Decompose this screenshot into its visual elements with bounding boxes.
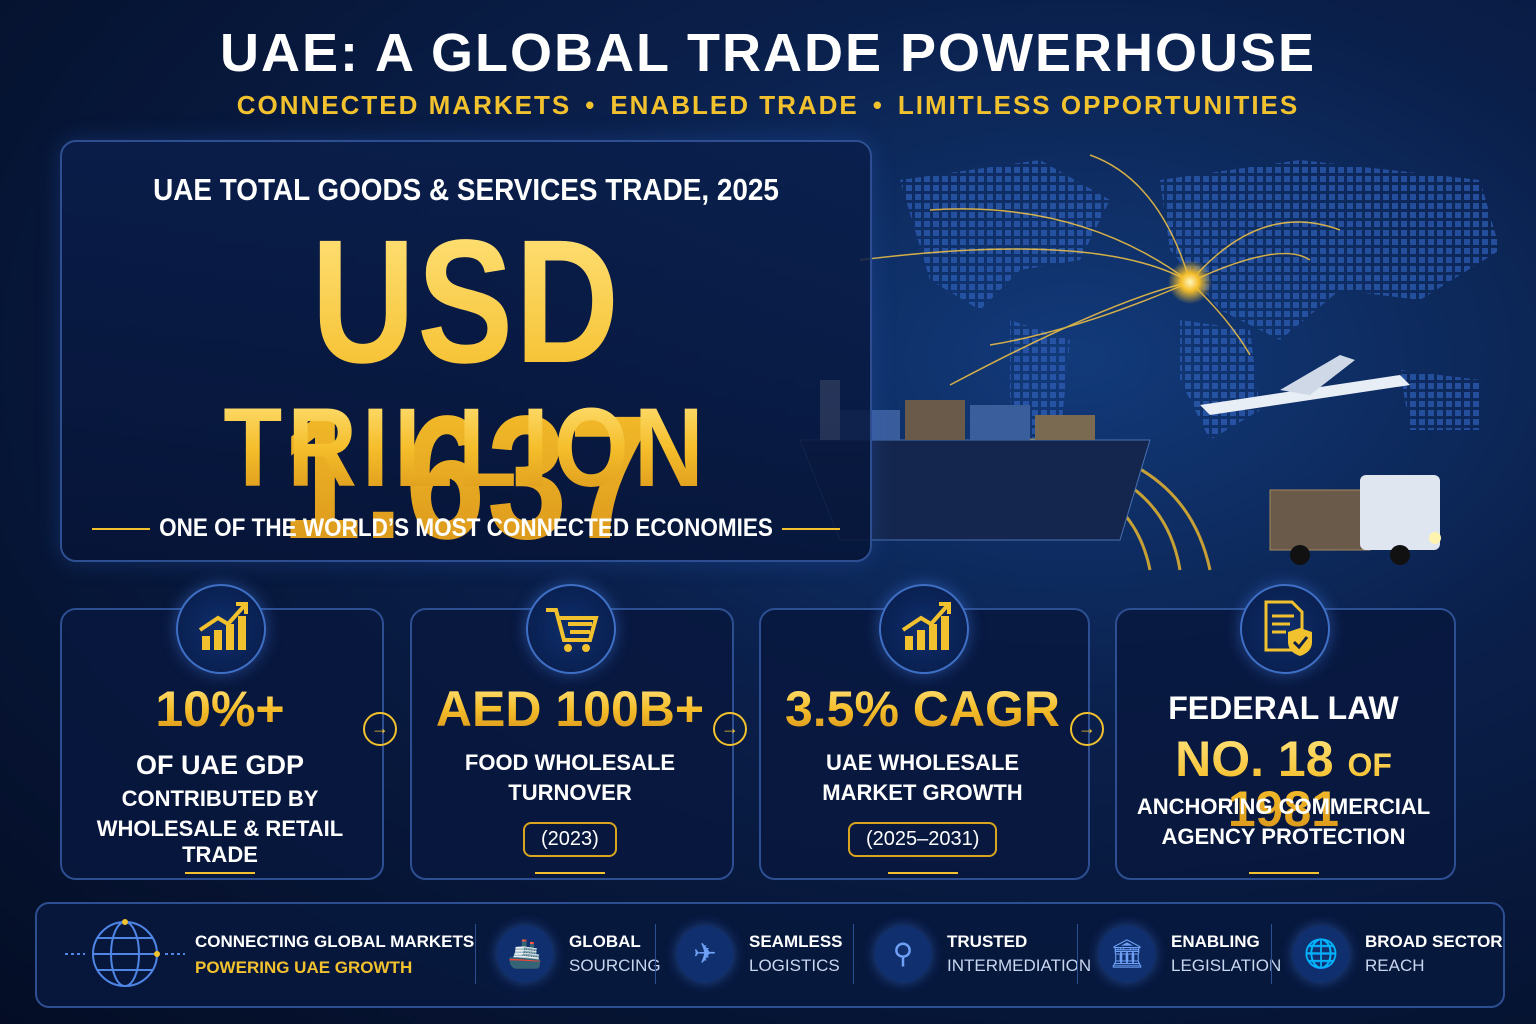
divider (1271, 924, 1272, 984)
stat-heading: FEDERAL LAW (1168, 690, 1399, 726)
stat-line: OF UAE GDP (135, 750, 304, 780)
pillar-subtitle: SOURCING (569, 956, 661, 975)
pillar-title: SEAMLESS (749, 932, 843, 951)
arrow: → (363, 712, 397, 746)
rule (782, 528, 840, 530)
title: UAE: A GLOBAL TRADE POWERHOUSE (219, 23, 1317, 83)
rule (92, 528, 150, 530)
pillar-title: GLOBAL (569, 932, 641, 951)
globe-icon (65, 919, 185, 987)
hero-label: UAE TOTAL GOODS & SERVICES TRADE, 2025 (153, 172, 779, 207)
stat-line: UAE WHOLESALE (825, 750, 1020, 775)
rule (185, 872, 255, 874)
pillar-subtitle: INTERMEDIATION (947, 956, 1092, 975)
pillar-icon: 🌐 (1293, 926, 1349, 982)
stat-value: 3.5% CAGR (759, 684, 1086, 734)
stat-icon (1239, 584, 1330, 674)
stat-line: AGENCY PROTECTION (1161, 824, 1406, 849)
divider (853, 924, 854, 984)
pillar-icon: ⚲ (875, 926, 931, 982)
divider (655, 924, 656, 984)
stat-line: WHOLESALE & RETAIL TRADE (96, 816, 344, 867)
tagline: CONNECTED MARKETS • ENABLED TRADE • LIMITLES… (236, 90, 1300, 120)
tagline-item: LIMITLESS OPPORTUNITIES (897, 90, 1300, 120)
tagline-item: CONNECTED MARKETS (236, 90, 572, 120)
pillar-icon: ✈ (677, 926, 733, 982)
stat-icon (176, 584, 266, 674)
stat-line: MARKET GROWTH (822, 780, 1023, 805)
pillar-title: ENABLING (1171, 932, 1260, 951)
stat-note: (2025–2031) (848, 822, 998, 857)
stat-line: TURNOVER (508, 780, 632, 805)
stat-line: CONTRIBUTED BY (121, 786, 319, 811)
rule (887, 872, 958, 874)
hero-panel: UAE TOTAL GOODS & SERVICES TRADE, 2025 U… (60, 140, 872, 566)
rule (1248, 872, 1319, 874)
stat-icon (878, 584, 969, 674)
trade-illustration (799, 154, 1500, 571)
value-part: OF (1347, 747, 1392, 783)
pillar-icon: 🏛 (1099, 926, 1155, 982)
footer: CONNECTING GLOBAL MARKETS POWERING UAE G… (35, 902, 1505, 1008)
stat-note: (2023) (523, 822, 617, 857)
hero-unit: TRILLION (119, 392, 814, 504)
pillar-title: TRUSTED (947, 932, 1028, 951)
pillar-icon: 🚢 (497, 926, 553, 982)
stat-line: FOOD WHOLESALE (464, 750, 676, 775)
pillar-subtitle: REACH (1365, 956, 1425, 975)
footer-intro: CONNECTING GLOBAL MARKETS (195, 932, 475, 951)
hero-caption: ONE OF THE WORLD’S MOST CONNECTED ECONOM… (159, 514, 773, 542)
tagline-item: ENABLED TRADE (610, 90, 859, 120)
stat-value: 10%+ (60, 684, 380, 734)
divider (1077, 924, 1078, 984)
stat-icon (526, 584, 616, 674)
divider (475, 924, 476, 984)
pillar-subtitle: LOGISTICS (749, 956, 840, 975)
pillar-subtitle: LEGISLATION (1171, 956, 1282, 975)
stat-line: ANCHORING COMMERCIAL (1136, 794, 1431, 819)
footer-intro: POWERING UAE GROWTH (195, 958, 413, 977)
hero-amount: USD 1.637 (135, 214, 798, 566)
pillar-title: BROAD SECTOR (1365, 932, 1503, 951)
value-part: NO. 18 (1175, 731, 1334, 787)
rule (535, 872, 605, 874)
arrow: → (713, 712, 747, 746)
stat-value: AED 100B+ (410, 684, 730, 734)
arrow: → (1070, 712, 1104, 746)
